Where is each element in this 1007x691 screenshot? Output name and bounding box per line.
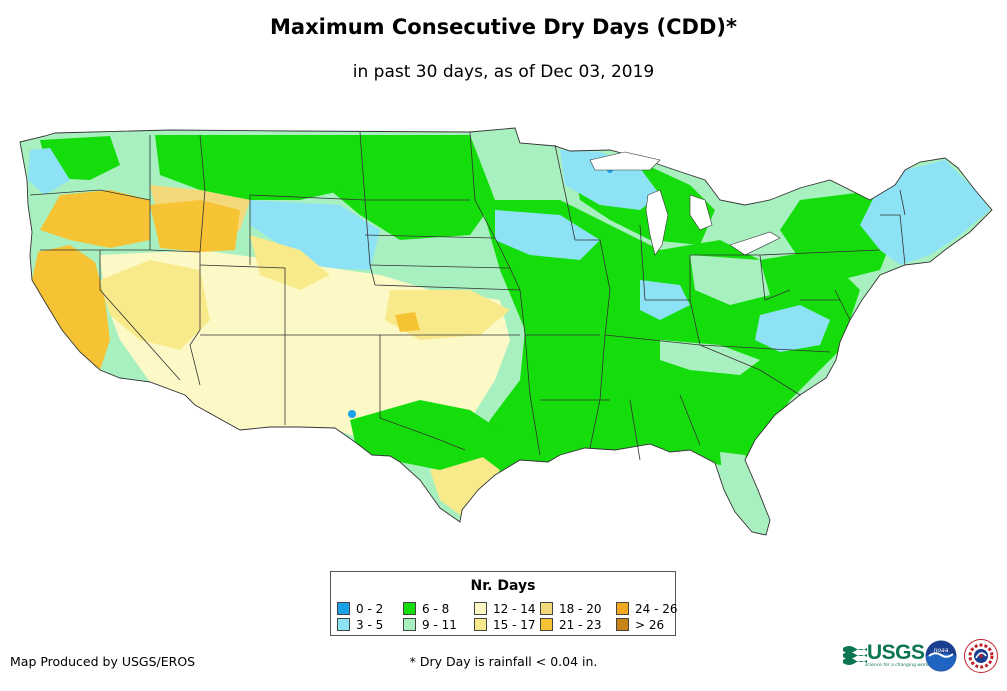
- legend-label: > 26: [635, 618, 665, 632]
- legend-swatch: [540, 618, 553, 631]
- legend-label: 9 - 11: [422, 618, 457, 632]
- legend-item: 6 - 8: [403, 602, 449, 616]
- usgs-wave-icon: [843, 646, 867, 665]
- cyan-maine-ny: [860, 160, 990, 265]
- legend-item: 18 - 20: [540, 602, 602, 616]
- lake-superior: [589, 151, 661, 171]
- legend-item: 0 - 2: [337, 602, 383, 616]
- legend-label: 0 - 2: [356, 602, 384, 616]
- cdd-map: [19, 127, 993, 536]
- usgs-logo: USGS science for a changing world: [843, 641, 930, 670]
- legend-label: 12 - 14: [493, 602, 536, 616]
- legend-label: 6 - 8: [422, 602, 450, 616]
- cdd-fill-layer: [20, 128, 992, 535]
- mint-florida: [720, 452, 765, 530]
- legend-item: 15 - 17: [474, 618, 536, 632]
- lake-michigan: [645, 189, 669, 256]
- legend-swatch: [540, 602, 553, 615]
- legend-swatch: [337, 602, 350, 615]
- lake-erie: [729, 231, 781, 256]
- cyan-washington: [28, 148, 70, 195]
- credit-text: Map Produced by USGS/EROS: [10, 654, 196, 669]
- orange-california: [32, 245, 110, 370]
- legend-swatch: [403, 618, 416, 631]
- lake-huron: [689, 194, 713, 231]
- orange-wyoming: [150, 200, 240, 252]
- nws-logo: [964, 639, 998, 673]
- cyan-virginia: [755, 305, 830, 352]
- legend-item: 24 - 26: [616, 602, 678, 616]
- legend-item: > 26: [616, 618, 664, 632]
- legend-swatch: [474, 618, 487, 631]
- cyan-great-lakes: [560, 150, 660, 210]
- usgs-logo-text: USGS: [867, 641, 925, 664]
- yellow-nevada: [100, 260, 210, 350]
- orange-kansas-spot: [395, 312, 420, 332]
- legend-item: 9 - 11: [403, 618, 457, 632]
- usgs-logo-tagline: science for a changing world: [865, 663, 930, 668]
- legend-swatch: [616, 602, 629, 615]
- legend-label: 3 - 5: [356, 618, 384, 632]
- map-subtitle: in past 30 days, as of Dec 03, 2019: [352, 62, 655, 82]
- cyan-minnesota: [495, 210, 600, 260]
- legend: Nr. Days 0 - 2 3 - 5 6 - 8 9 - 11 12 - 14 15 …: [330, 571, 678, 636]
- legend-label: 24 - 26: [635, 602, 678, 616]
- yellow-colorado: [250, 235, 330, 290]
- legend-item: 3 - 5: [337, 618, 383, 632]
- legend-item: 12 - 14: [474, 602, 536, 616]
- mint-ohio: [690, 255, 770, 305]
- mint-appalachian: [660, 340, 760, 375]
- legend-label: 15 - 17: [493, 618, 536, 632]
- cyan-dakotas: [250, 200, 380, 270]
- yellow-texas-coast: [430, 455, 500, 515]
- legend-label: 18 - 20: [559, 602, 602, 616]
- map-title: Maximum Consecutive Dry Days (CDD)*: [270, 15, 737, 39]
- noaa-logo: noaa: [925, 640, 957, 672]
- legend-swatch: [616, 618, 629, 631]
- green-texas: [350, 400, 500, 470]
- dry-day-note: * Dry Day is rainfall < 0.04 in.: [409, 654, 598, 669]
- northern-plains-green: [330, 135, 495, 240]
- montana-green: [155, 135, 360, 200]
- legend-title: Nr. Days: [470, 578, 536, 594]
- legend-swatch: [474, 602, 487, 615]
- blue-spot-1: [348, 410, 356, 418]
- state-boundaries: [29, 131, 906, 461]
- legend-swatch: [403, 602, 416, 615]
- legend-item: 21 - 23: [540, 618, 602, 632]
- legend-swatch: [337, 618, 350, 631]
- legend-label: 21 - 23: [559, 618, 602, 632]
- noaa-logo-text: noaa: [934, 647, 949, 654]
- orange-oregon: [40, 190, 150, 248]
